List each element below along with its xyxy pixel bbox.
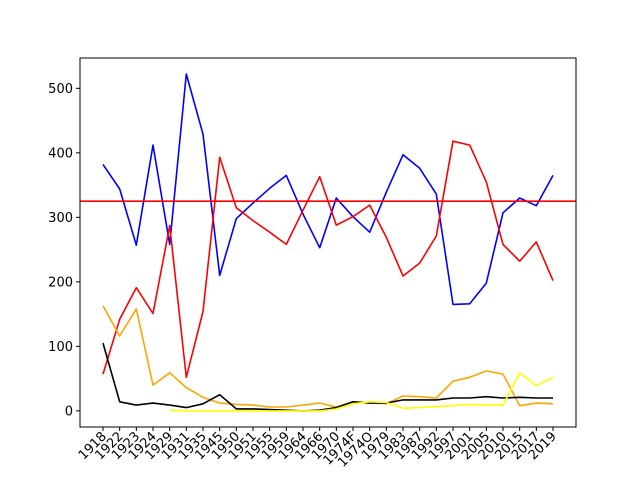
series-line-5 [169, 372, 554, 412]
series-line-3 [102, 305, 554, 408]
y-tick-label: 100 [48, 340, 73, 355]
series-line-1 [102, 73, 554, 306]
y-tick-label: 0 [65, 404, 73, 419]
plot-area-frame [79, 57, 577, 428]
y-tick-label: 500 [48, 82, 73, 97]
y-axis: 0 100 200 300 400 500 [48, 82, 80, 419]
y-tick-label: 400 [48, 146, 73, 161]
y-tick-label: 200 [48, 275, 73, 290]
series-line-4 [102, 342, 553, 412]
series-layer [102, 73, 554, 412]
y-tick-label: 300 [48, 211, 73, 226]
x-axis: 1918192219231924192919311935194519501951… [76, 427, 560, 470]
